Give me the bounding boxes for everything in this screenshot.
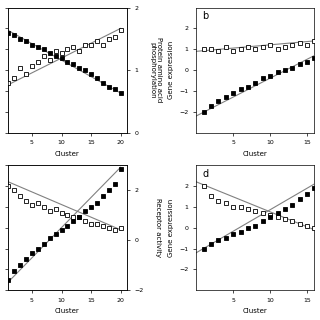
Text: b: b [202, 11, 208, 21]
X-axis label: Cluster: Cluster [243, 151, 268, 157]
X-axis label: Cluster: Cluster [55, 308, 80, 315]
Text: d: d [202, 169, 208, 179]
X-axis label: Cluster: Cluster [243, 308, 268, 315]
Y-axis label: Receptor activity: Receptor activity [155, 198, 161, 257]
Y-axis label: Gene expression: Gene expression [168, 199, 174, 257]
Y-axis label: Gene expression: Gene expression [168, 41, 174, 99]
Y-axis label: Protein amino acid
phosphorylation: Protein amino acid phosphorylation [149, 37, 162, 103]
X-axis label: Cluster: Cluster [55, 151, 80, 157]
